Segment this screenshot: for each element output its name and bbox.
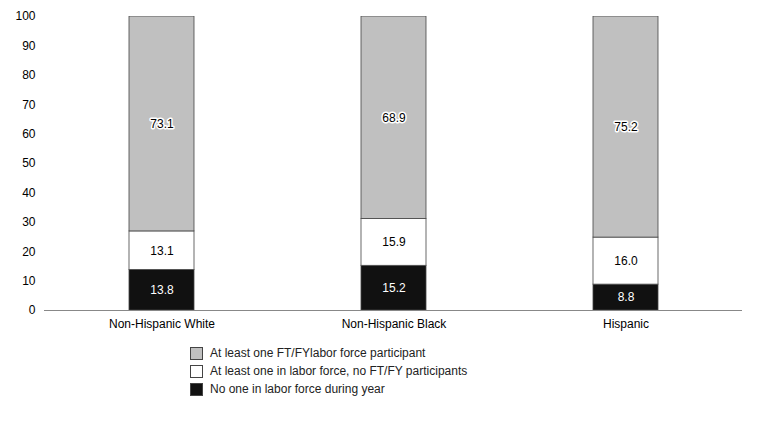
svg-text:40: 40 [22, 186, 36, 200]
svg-text:60: 60 [22, 127, 36, 141]
svg-text:10: 10 [22, 274, 36, 288]
svg-text:15.2: 15.2 [382, 281, 406, 295]
svg-text:90: 90 [22, 39, 36, 53]
svg-text:73.1: 73.1 [150, 117, 174, 131]
svg-text:16.0: 16.0 [614, 254, 638, 268]
svg-text:13.8: 13.8 [150, 283, 174, 297]
svg-text:13.1: 13.1 [150, 244, 174, 258]
svg-text:100: 100 [15, 9, 35, 23]
svg-text:68.9: 68.9 [382, 111, 406, 125]
svg-text:80: 80 [22, 68, 36, 82]
svg-text:30: 30 [22, 215, 36, 229]
svg-text:8.8: 8.8 [618, 290, 635, 304]
svg-text:20: 20 [22, 245, 36, 259]
svg-text:75.2: 75.2 [614, 120, 638, 134]
svg-text:70: 70 [22, 98, 36, 112]
svg-text:Non-Hispanic Black: Non-Hispanic Black [342, 317, 448, 331]
svg-text:50: 50 [22, 156, 36, 170]
html-text:At least one in labor force, n: At least one in labor force, no FT/FY pa… [210, 364, 468, 378]
svg-text:Non-Hispanic White: Non-Hispanic White [109, 317, 215, 331]
svg-text:Hispanic: Hispanic [603, 317, 649, 331]
html-text:At least one FT/FYlabor force: At least one FT/FYlabor force participan… [210, 346, 426, 360]
svg-text:0: 0 [29, 303, 36, 317]
html-text:No one in labor force during y: No one in labor force during year [210, 382, 385, 396]
svg-text:15.9: 15.9 [382, 235, 406, 249]
